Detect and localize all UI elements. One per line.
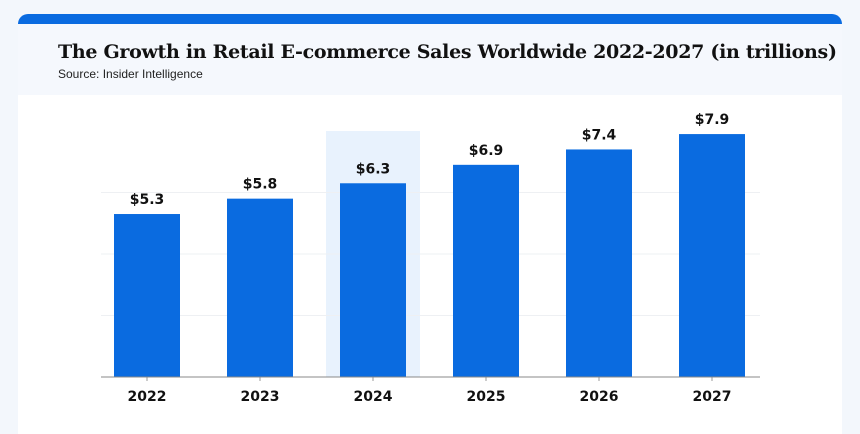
bar-2027 xyxy=(679,134,745,377)
chart-source: Source: Insider Intelligence xyxy=(58,67,203,81)
bar-2025 xyxy=(453,164,519,377)
x-tick-label-2024: 2024 xyxy=(354,389,393,405)
bar-chart: $5.3 2022 $5.8 2023 $6.3 2024 $6.9 2025 $7.4 2026… xyxy=(101,112,760,405)
bar-2023 xyxy=(227,198,293,377)
accent-bar xyxy=(18,14,842,24)
x-tick-label-2027: 2027 xyxy=(693,389,732,405)
chart-title: The Growth in Retail E-commerce Sales Wo… xyxy=(58,41,837,63)
data-label-2022: $5.3 xyxy=(130,192,165,208)
bar-2024 xyxy=(340,183,406,377)
x-tick-label-2023: 2023 xyxy=(241,389,280,405)
data-label-2027: $7.9 xyxy=(695,112,730,128)
x-tick-label-2022: 2022 xyxy=(128,389,167,405)
bar-2022 xyxy=(114,214,180,377)
data-label-2024: $6.3 xyxy=(356,161,391,177)
x-tick-label-2026: 2026 xyxy=(580,389,619,405)
x-tick-label-2025: 2025 xyxy=(467,389,506,405)
data-label-2025: $6.9 xyxy=(469,143,504,159)
chart-header xyxy=(18,24,842,95)
bar-2026 xyxy=(566,149,632,377)
data-label-2023: $5.8 xyxy=(243,177,278,193)
data-label-2026: $7.4 xyxy=(582,127,617,143)
